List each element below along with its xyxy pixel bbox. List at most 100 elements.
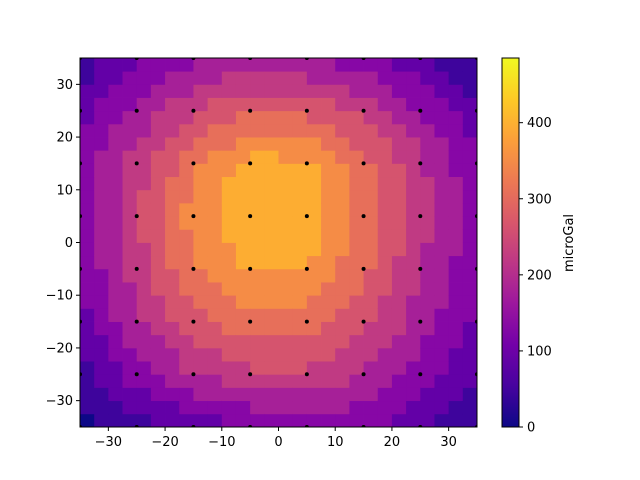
- contour-cell: [292, 308, 308, 322]
- contour-cell: [448, 242, 464, 257]
- contour-cell: [363, 137, 379, 151]
- contour-cell: [80, 71, 95, 85]
- contour-cell: [448, 361, 464, 375]
- contour-cell: [150, 163, 166, 178]
- contour-cell: [278, 150, 294, 164]
- contour-cell: [363, 268, 379, 283]
- contour-cell: [235, 308, 251, 322]
- contour-cell: [363, 413, 379, 427]
- contour-cell: [264, 202, 279, 217]
- y-tick-label: −10: [46, 289, 73, 304]
- sample-point: [304, 266, 309, 271]
- contour-cell: [235, 387, 251, 402]
- contour-cell: [391, 361, 407, 375]
- contour-cell: [193, 361, 209, 375]
- contour-cell: [150, 97, 166, 112]
- contour-cell: [235, 400, 251, 415]
- contour-cell: [221, 110, 237, 125]
- contour-cell: [292, 295, 308, 309]
- contour-cell: [377, 163, 393, 178]
- contour-cell: [292, 400, 308, 415]
- contour-cell: [235, 413, 251, 427]
- contour-cell: [377, 242, 393, 257]
- contour-cell: [434, 308, 450, 322]
- contour-cell: [377, 150, 393, 164]
- contour-cell: [136, 229, 152, 243]
- contour-cell: [321, 361, 336, 375]
- contour-cell: [108, 58, 123, 72]
- contour-cell: [406, 334, 421, 349]
- contour-cell: [462, 321, 477, 336]
- contour-cell: [434, 321, 450, 336]
- contour-cell: [448, 176, 464, 191]
- contour-cell: [406, 268, 421, 283]
- contour-cell: [207, 413, 223, 427]
- x-tick-label: −30: [95, 435, 122, 450]
- contour-cell: [250, 71, 265, 85]
- contour-cell: [363, 97, 379, 112]
- contour-cell: [462, 202, 477, 217]
- contour-cell: [420, 374, 435, 388]
- contour-cell: [335, 374, 350, 388]
- contour-cell: [391, 255, 407, 270]
- contour-cell: [448, 189, 464, 204]
- contour-cell: [193, 189, 209, 204]
- contour-cell: [221, 268, 237, 283]
- contour-cell: [250, 163, 265, 178]
- contour-cell: [179, 387, 194, 402]
- contour-cell: [207, 255, 223, 270]
- contour-cell: [462, 176, 477, 191]
- contour-cell: [349, 123, 364, 138]
- contour-cell: [179, 137, 194, 151]
- contour-cell: [349, 400, 364, 415]
- contour-cell: [122, 400, 138, 415]
- contour-cell: [264, 189, 279, 204]
- contour-cell: [136, 334, 152, 349]
- contour-cell: [235, 321, 251, 336]
- contour-cell: [278, 216, 294, 230]
- contour-cell: [363, 255, 379, 270]
- contour-cell: [306, 216, 322, 230]
- contour-cell: [391, 97, 407, 112]
- contour-cell: [363, 282, 379, 296]
- contour-cell: [207, 189, 223, 204]
- contour-cell: [250, 374, 265, 388]
- contour-cell: [335, 216, 350, 230]
- contour-cell: [278, 334, 294, 349]
- contour-cell: [221, 374, 237, 388]
- contour-cell: [179, 242, 194, 257]
- contour-cell: [420, 202, 435, 217]
- contour-cell: [221, 84, 237, 98]
- contour-cell: [80, 123, 95, 138]
- contour-cell: [321, 229, 336, 243]
- contour-cell: [278, 189, 294, 204]
- contour-cell: [278, 202, 294, 217]
- contour-cell: [122, 308, 138, 322]
- contour-cell: [165, 202, 180, 217]
- contour-cell: [448, 229, 464, 243]
- contour-cell: [420, 84, 435, 98]
- contour-cell: [179, 229, 194, 243]
- contour-cell: [292, 84, 308, 98]
- contour-cell: [221, 347, 237, 362]
- contour-cell: [122, 216, 138, 230]
- contour-cell: [136, 71, 152, 85]
- contour-cell: [278, 229, 294, 243]
- contour-cell: [150, 216, 166, 230]
- contour-cell: [122, 97, 138, 112]
- sample-point: [304, 214, 309, 219]
- contour-cell: [193, 321, 209, 336]
- contour-cell: [193, 295, 209, 309]
- contour-cell: [363, 295, 379, 309]
- contour-cell: [363, 71, 379, 85]
- contour-cell: [434, 255, 450, 270]
- contour-cell: [292, 282, 308, 296]
- contour-cell: [349, 84, 364, 98]
- contour-cell: [165, 268, 180, 283]
- y-tick-label: −20: [46, 341, 73, 356]
- contour-cell: [434, 282, 450, 296]
- contour-cell: [122, 176, 138, 191]
- sample-point: [191, 266, 196, 271]
- contour-cell: [221, 255, 237, 270]
- contour-cell: [448, 255, 464, 270]
